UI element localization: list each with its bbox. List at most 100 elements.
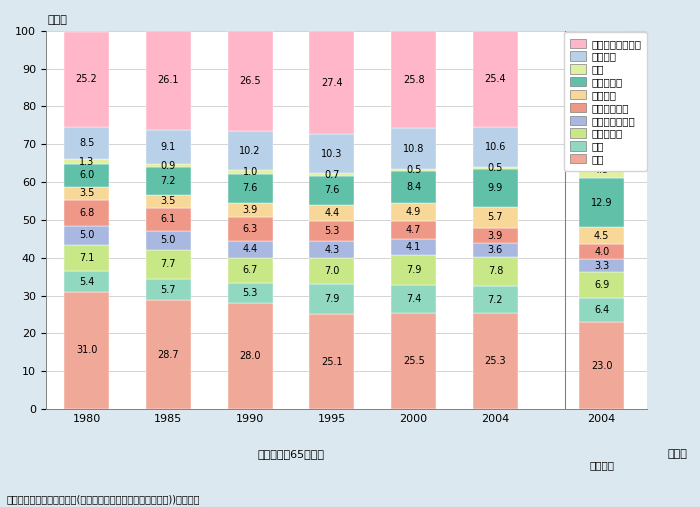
Bar [228, 170, 272, 174]
Text: 5.4: 5.4 [79, 277, 95, 286]
Bar [309, 222, 354, 241]
Text: 6.1: 6.1 [161, 214, 176, 225]
Bar [228, 283, 272, 303]
Text: 5.7: 5.7 [160, 285, 176, 295]
Bar [64, 200, 109, 226]
Text: 8.5: 8.5 [79, 138, 95, 148]
Text: 6.4: 6.4 [594, 305, 609, 315]
Bar [64, 127, 109, 159]
Text: 28.7: 28.7 [158, 350, 179, 360]
Bar [228, 258, 272, 283]
Bar [64, 226, 109, 244]
Text: 25.3: 25.3 [484, 356, 506, 366]
Bar [146, 31, 191, 130]
Bar [64, 31, 109, 127]
Text: 9.1: 9.1 [161, 142, 176, 152]
Text: 4.5: 4.5 [594, 165, 610, 175]
Bar [309, 176, 354, 205]
Text: 7.8: 7.8 [488, 266, 503, 276]
Text: 6.9: 6.9 [594, 280, 609, 290]
Bar [64, 271, 109, 292]
Text: 28.0: 28.0 [239, 351, 261, 361]
Bar [579, 161, 624, 178]
Text: （年）: （年） [667, 449, 687, 459]
Bar [579, 272, 624, 298]
Text: 7.9: 7.9 [406, 265, 421, 275]
Text: 26.1: 26.1 [158, 75, 179, 85]
Bar [473, 243, 518, 257]
Bar [473, 169, 518, 207]
Bar [579, 122, 624, 161]
Text: 3.3: 3.3 [594, 261, 609, 271]
Legend: その他の消費支出, 教養娯楽, 教育, 交通・通信, 保健医療, 被服及び履物, 家具・家事用品, 光熱・水道, 住居, 食料: その他の消費支出, 教養娯楽, 教育, 交通・通信, 保健医療, 被服及び履物,… [564, 32, 648, 170]
Bar [64, 187, 109, 200]
Text: 27.4: 27.4 [321, 78, 343, 88]
Text: 4.9: 4.9 [406, 207, 421, 217]
Text: 10.8: 10.8 [403, 144, 424, 154]
Text: 5.0: 5.0 [161, 235, 176, 245]
Bar [579, 259, 624, 272]
Text: 23.0: 23.0 [591, 360, 612, 371]
Bar [473, 127, 518, 167]
Text: 25.5: 25.5 [402, 356, 424, 366]
Bar [228, 202, 272, 218]
Bar [579, 322, 624, 409]
Bar [146, 301, 191, 409]
Text: 0.7: 0.7 [324, 170, 340, 180]
Bar [391, 203, 436, 222]
Bar [309, 258, 354, 284]
Text: 1.0: 1.0 [242, 167, 258, 177]
Bar [309, 31, 354, 134]
Bar [391, 169, 436, 171]
Bar [228, 241, 272, 258]
Bar [64, 292, 109, 409]
Text: 5.3: 5.3 [324, 227, 340, 236]
Text: 7.2: 7.2 [160, 176, 176, 186]
Text: 25.4: 25.4 [484, 74, 506, 84]
Bar [473, 167, 518, 169]
Text: 4.3: 4.3 [324, 244, 340, 255]
Text: 4.4: 4.4 [242, 244, 258, 255]
Bar [579, 244, 624, 259]
Bar [579, 31, 624, 122]
Text: 7.6: 7.6 [242, 183, 258, 193]
Bar [146, 250, 191, 279]
Text: 7.0: 7.0 [324, 266, 340, 276]
Text: 6.0: 6.0 [79, 170, 95, 180]
Text: 3.6: 3.6 [488, 245, 503, 255]
Bar [309, 134, 354, 173]
Text: 25.2: 25.2 [76, 74, 97, 84]
Text: 6.7: 6.7 [242, 266, 258, 275]
Text: 10.3: 10.3 [321, 149, 342, 159]
Bar [64, 244, 109, 271]
Text: 7.1: 7.1 [79, 253, 95, 263]
Text: 7.6: 7.6 [324, 186, 340, 195]
Bar [473, 207, 518, 228]
Text: 3.5: 3.5 [79, 188, 95, 198]
Bar [473, 31, 518, 127]
Text: 4.1: 4.1 [406, 242, 421, 252]
Bar [473, 313, 518, 409]
Text: 10.2: 10.2 [239, 146, 261, 156]
Bar [228, 31, 272, 131]
Text: 7.2: 7.2 [488, 295, 503, 305]
Bar [309, 241, 354, 258]
Text: 4.4: 4.4 [324, 208, 340, 218]
Text: 資料：総務省「家計調査」(二人以上の世帯（農林漁家を除く))より作成: 資料：総務省「家計調査」(二人以上の世帯（農林漁家を除く))より作成 [7, 494, 200, 504]
Bar [391, 239, 436, 255]
Text: 6.3: 6.3 [242, 224, 258, 234]
Bar [309, 205, 354, 222]
Text: 4.5: 4.5 [594, 231, 610, 241]
Bar [309, 314, 354, 409]
Text: 10.3: 10.3 [591, 137, 612, 147]
Text: 7.9: 7.9 [324, 294, 340, 304]
Bar [146, 231, 191, 250]
Bar [228, 303, 272, 409]
Text: 5.7: 5.7 [488, 212, 503, 223]
Bar [473, 257, 518, 286]
Text: 0.9: 0.9 [161, 161, 176, 171]
Bar [146, 130, 191, 164]
Bar [391, 128, 436, 169]
Bar [146, 279, 191, 301]
Text: 0.5: 0.5 [488, 163, 503, 173]
